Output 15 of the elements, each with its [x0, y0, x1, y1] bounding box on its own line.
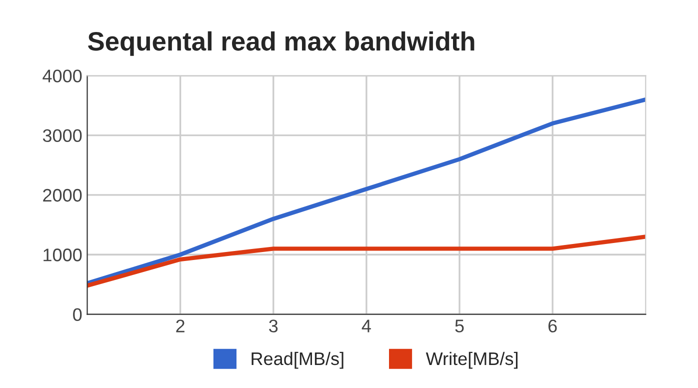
x-tick-label: 6	[548, 320, 557, 332]
line-series	[87, 97, 646, 286]
y-tick-label: 0	[73, 308, 82, 321]
y-tick-label: 2000	[43, 188, 82, 202]
legend-label: Write[MB/s]	[426, 352, 518, 369]
y-tick-label: 1000	[44, 248, 82, 262]
legend-label: Read[MB/s]	[252, 352, 344, 369]
line-series	[87, 234, 646, 288]
x-tick-label: 4	[362, 320, 371, 332]
y-tick-label: 3000	[42, 129, 82, 142]
y-tick-label: 4000	[42, 70, 82, 82]
x-tick-label: 5	[455, 320, 464, 332]
x-tick-label: 2	[176, 320, 184, 332]
x-tick-label: 3	[269, 320, 278, 332]
chart-title: Sequental read max bandwidth	[88, 31, 474, 56]
